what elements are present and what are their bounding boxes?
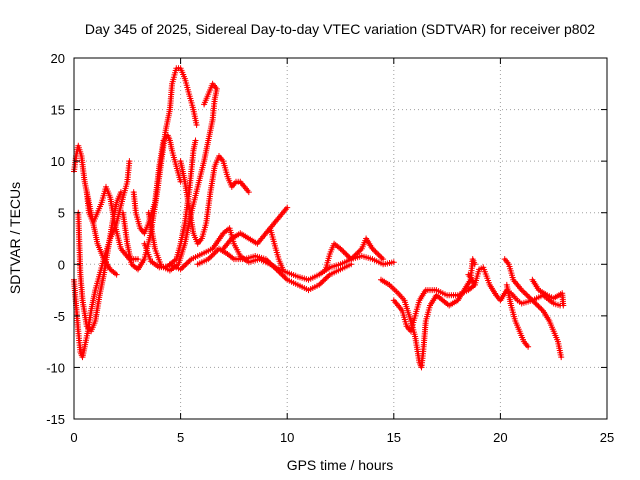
x-tick-label: 20 (493, 430, 507, 445)
y-tick-label: -10 (46, 360, 65, 375)
x-tick-label: 5 (177, 430, 184, 445)
x-tick-label: 25 (600, 430, 614, 445)
y-tick-label: 0 (58, 257, 65, 272)
x-tick-label: 10 (280, 430, 294, 445)
markers-pass-16 (390, 281, 478, 335)
x-tick-label: 15 (387, 430, 401, 445)
y-tick-label: -5 (53, 309, 65, 324)
markers-pass-8 (141, 137, 199, 271)
y-axis-label: SDTVAR / TECUs (7, 182, 23, 294)
x-axis-label: GPS time / hours (287, 457, 394, 473)
data-markers (71, 65, 567, 371)
plot-frame (73, 57, 608, 420)
y-tick-label: 20 (51, 51, 65, 66)
markers-pass-20 (529, 276, 567, 309)
chart-title: Day 345 of 2025, Sidereal Day-to-day VTE… (85, 21, 595, 37)
markers-pass-14 (322, 235, 387, 273)
markers-pass-12 (220, 204, 291, 252)
x-tick-label: 0 (70, 430, 77, 445)
markers-pass-15 (378, 256, 478, 371)
y-tick-label: 5 (58, 206, 65, 221)
markers-pass-4 (83, 183, 141, 263)
markers-pass-11 (194, 245, 355, 294)
markers-pass-17 (465, 264, 564, 309)
markers-pass-18 (503, 281, 532, 350)
y-tick-label: 10 (51, 154, 65, 169)
y-tick-label: 15 (51, 103, 65, 118)
markers-pass-9 (177, 153, 252, 247)
markers-pass-19 (501, 256, 565, 361)
data-series (72, 67, 565, 369)
y-tick-label: -15 (46, 412, 65, 427)
markers-pass-13 (267, 225, 286, 273)
x-axis-ticks: 0 5 10 15 20 25 (70, 58, 614, 445)
markers-pass-6 (130, 132, 184, 237)
y-axis-ticks: -15 -10 -5 0 5 10 15 20 (46, 51, 607, 427)
